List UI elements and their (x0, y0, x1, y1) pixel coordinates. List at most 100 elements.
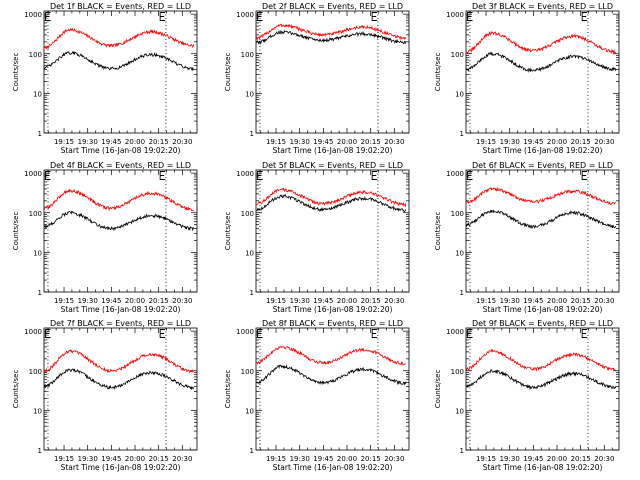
plot-frame (43, 327, 198, 451)
lld-series-line (465, 186, 616, 206)
x-tick-label: 19:15 (54, 455, 74, 463)
x-tick-label: 19:30 (290, 138, 310, 146)
x-tick-label: 19:15 (54, 138, 74, 146)
x-tick-label: 20:15 (571, 138, 591, 146)
detector-panel: Det 5f BLACK = Events, RED = LLD 1 10 100 10… (224, 161, 410, 314)
y-tick-label: 10 (245, 407, 254, 415)
y-tick-label: 1000 (24, 328, 42, 336)
x-tick-label: 19:15 (476, 138, 496, 146)
plot-frame (465, 169, 620, 293)
x-tick-label: 20:15 (149, 297, 169, 305)
x-axis-label: Start Time (16-Jan-08 19:02:20) (61, 463, 181, 472)
panel-title: Det 1f BLACK = Events, RED = LLD (50, 2, 191, 11)
x-tick-label: 20:15 (571, 455, 591, 463)
y-tick-label: 100 (241, 210, 254, 218)
panel-title: Det 8f BLACK = Events, RED = LLD (262, 319, 403, 328)
x-tick-label: 19:45 (523, 455, 543, 463)
y-tick-label: 1000 (446, 170, 464, 178)
e-marker-icon (159, 329, 166, 338)
events-series-line (43, 368, 195, 391)
x-tick-label: 19:30 (78, 138, 98, 146)
lld-series-line (43, 27, 195, 50)
e-marker-icon (159, 12, 166, 21)
lld-series-line (255, 23, 407, 41)
plot-frame (43, 10, 198, 134)
e-marker-icon (581, 12, 588, 21)
detector-panel: Det 3f BLACK = Events, RED = LLD 1 10 100 10… (434, 2, 620, 155)
detector-panel: Det 2f BLACK = Events, RED = LLD 1 10 100 10… (224, 2, 410, 155)
y-tick-label: 100 (241, 368, 254, 376)
y-tick-label: 1 (460, 447, 464, 455)
x-axis-label: Start Time (16-Jan-08 19:02:20) (273, 146, 393, 155)
panel-title: Det 2f BLACK = Events, RED = LLD (262, 2, 403, 11)
y-tick-label: 100 (29, 210, 42, 218)
panel-title: Det 7f BLACK = Events, RED = LLD (50, 319, 191, 328)
x-tick-label: 20:00 (125, 297, 145, 305)
y-tick-label: 10 (455, 90, 464, 98)
e-marker-icon (371, 171, 378, 180)
x-tick-label: 20:15 (361, 455, 381, 463)
detector-panel: Det 8f BLACK = Events, RED = LLD 1 10 100 10… (224, 319, 410, 472)
e-marker-icon (371, 329, 378, 338)
x-tick-label: 20:30 (172, 138, 192, 146)
x-axis-label: Start Time (16-Jan-08 19:02:20) (483, 305, 603, 314)
e-marker-icon (257, 171, 263, 180)
x-tick-label: 20:15 (149, 455, 169, 463)
events-series-line (43, 210, 195, 232)
y-tick-label: 100 (451, 210, 464, 218)
x-tick-label: 20:00 (125, 455, 145, 463)
x-axis-label: Start Time (16-Jan-08 19:02:20) (483, 146, 603, 155)
x-tick-label: 20:30 (384, 297, 404, 305)
detector-panel: Det 7f BLACK = Events, RED = LLD 1 10 100 10… (12, 319, 198, 472)
e-marker-icon (467, 12, 473, 21)
x-axis-label: Start Time (16-Jan-08 19:02:20) (61, 146, 181, 155)
x-tick-label: 20:30 (594, 297, 614, 305)
y-tick-label: 10 (33, 90, 42, 98)
e-marker-icon (467, 329, 473, 338)
panel-title: Det 4f BLACK = Events, RED = LLD (50, 161, 191, 170)
events-series-line (465, 369, 617, 390)
y-tick-label: 1 (250, 130, 254, 138)
y-axis-label: Counts/sec (12, 212, 20, 251)
e-marker-icon (581, 329, 588, 338)
y-tick-label: 1000 (446, 328, 464, 336)
x-tick-label: 20:30 (172, 297, 192, 305)
x-tick-label: 20:30 (594, 138, 614, 146)
x-axis-label: Start Time (16-Jan-08 19:02:20) (483, 463, 603, 472)
x-tick-label: 19:30 (500, 138, 520, 146)
plot-frame (465, 327, 620, 451)
x-tick-label: 20:15 (571, 297, 591, 305)
plot-frame (255, 327, 410, 451)
events-series-line (255, 364, 407, 386)
x-axis-label: Start Time (16-Jan-08 19:02:20) (61, 305, 181, 314)
plot-frame (465, 10, 620, 134)
events-series-line (43, 50, 195, 72)
detector-panel: Det 6f BLACK = Events, RED = LLD 1 10 100 10… (434, 161, 620, 314)
y-axis-label: Counts/sec (224, 212, 232, 251)
events-series-line (465, 51, 617, 73)
y-tick-label: 1 (460, 289, 464, 297)
events-series-line (255, 29, 407, 45)
y-tick-label: 1 (38, 447, 42, 455)
x-tick-label: 20:30 (384, 455, 404, 463)
x-tick-label: 20:00 (547, 138, 567, 146)
y-axis-label: Counts/sec (434, 212, 442, 251)
x-tick-label: 20:00 (547, 297, 567, 305)
x-tick-label: 20:00 (337, 138, 357, 146)
lld-series-line (255, 345, 406, 366)
e-marker-icon (45, 329, 51, 338)
y-axis-label: Counts/sec (12, 370, 20, 409)
y-tick-label: 100 (29, 368, 42, 376)
plot-frame (43, 169, 198, 293)
x-tick-label: 20:00 (125, 138, 145, 146)
y-tick-label: 10 (245, 90, 254, 98)
x-tick-label: 19:45 (101, 138, 121, 146)
plot-frame (255, 169, 410, 293)
y-axis-label: Counts/sec (224, 370, 232, 409)
y-tick-label: 10 (245, 249, 254, 257)
x-axis-label: Start Time (16-Jan-08 19:02:20) (273, 305, 393, 314)
x-tick-label: 19:15 (476, 455, 496, 463)
y-tick-label: 1000 (446, 11, 464, 19)
x-tick-label: 19:45 (313, 138, 333, 146)
